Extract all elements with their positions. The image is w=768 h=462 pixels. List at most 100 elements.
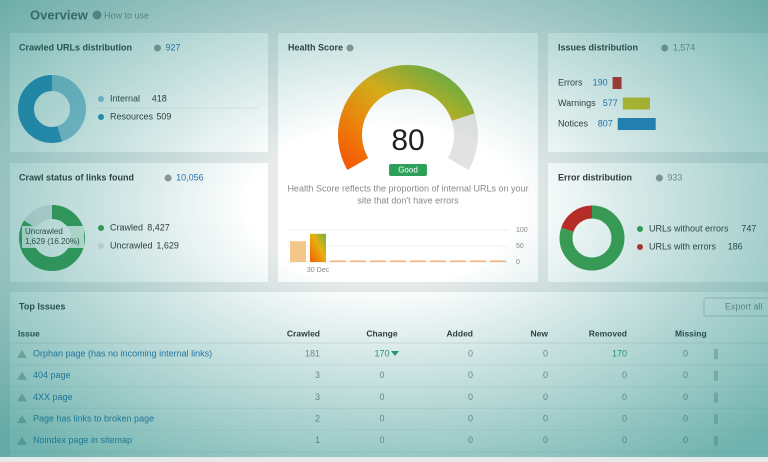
issue-type: Warnings (558, 98, 596, 108)
sparkline-icon (714, 370, 718, 381)
sparkline-icon (714, 435, 718, 446)
table-cell: 404 page (33, 370, 71, 380)
table-cell: 0 (622, 392, 627, 402)
legend-label: Uncrawled (110, 240, 153, 250)
legend-value: 1,629 (156, 240, 179, 250)
health-score: 80 (391, 124, 424, 157)
table-cell: 0 (468, 370, 473, 380)
score-bar (490, 260, 506, 262)
sparkline-icon (714, 392, 718, 403)
table-cell: 0 (468, 435, 473, 445)
health-description: site that don't have errors (357, 195, 459, 205)
table-cell: 0 (622, 370, 627, 380)
help-icon[interactable] (164, 174, 172, 182)
column-header: Removed (589, 328, 627, 338)
score-bar (450, 260, 466, 262)
x-tick-label: 30 Dec (307, 267, 330, 274)
table-cell: 170 (374, 348, 389, 358)
legend-value: 186 (728, 241, 743, 251)
legend-dot (98, 243, 104, 249)
legend-dot (637, 244, 643, 250)
panel-total: 1,574 (673, 42, 696, 52)
table-cell: 0 (543, 370, 548, 380)
sparkline-icon (714, 349, 718, 359)
help-icon[interactable] (661, 44, 669, 52)
score-bar (290, 241, 306, 262)
legend-value: 747 (741, 223, 756, 233)
legend-label: Resources (110, 111, 154, 121)
column-header: Change (366, 328, 397, 338)
table-cell: 3 (315, 370, 320, 380)
health-description: Health Score reflects the proportion of … (287, 183, 528, 193)
table-cell: 0 (543, 348, 548, 358)
panel-title: Issues distribution (558, 42, 638, 52)
table-cell: Orphan page (has no incoming internal li… (33, 348, 212, 358)
legend-dot (98, 96, 104, 102)
panel-title: Crawled URLs distribution (19, 42, 132, 52)
table-cell: 0 (683, 435, 688, 445)
table-cell: 0 (379, 435, 384, 445)
table-cell: 0 (622, 435, 627, 445)
sparkline-icon (714, 414, 718, 425)
table-cell: 181 (305, 348, 320, 358)
table-cell: 0 (683, 348, 688, 358)
table-cell: 0 (683, 370, 688, 380)
panel-title: Health Score (288, 42, 343, 52)
issue-bar (622, 97, 650, 110)
help-icon[interactable] (655, 174, 663, 182)
legend-value: 509 (156, 111, 171, 121)
table-cell: 0 (622, 413, 627, 423)
table-cell: 0 (379, 370, 384, 380)
help-icon[interactable] (92, 10, 102, 20)
y-tick-label: 50 (516, 243, 524, 250)
table-cell: 0 (543, 413, 548, 423)
table-cell: 4XX page (33, 392, 73, 402)
legend-value: 418 (152, 93, 167, 103)
legend-dot (98, 225, 104, 231)
status-text: Good (398, 166, 418, 175)
legend-label: Internal (110, 93, 140, 103)
column-header: Crawled (287, 328, 320, 338)
score-bar (350, 260, 366, 262)
table-cell: 0 (683, 392, 688, 402)
table-cell: 0 (543, 435, 548, 445)
legend-value: 8,427 (147, 222, 170, 232)
table-cell: 1 (315, 435, 320, 445)
column-header: Issue (18, 328, 40, 338)
y-tick-label: 0 (516, 259, 520, 266)
issue-count: 807 (598, 118, 613, 128)
column-header: Added (447, 328, 473, 338)
issue-type: Errors (558, 77, 583, 87)
issue-bar (617, 118, 656, 130)
table-cell: 0 (379, 413, 384, 423)
panel-total: 927 (166, 42, 181, 52)
table-cell: 0 (468, 348, 473, 358)
legend-label: URLs without errors (649, 223, 729, 233)
table-cell: 0 (683, 413, 688, 423)
table-cell: Noindex page in sitemap (33, 435, 132, 445)
legend-label: Crawled (110, 222, 143, 232)
score-bar (430, 260, 446, 262)
table-cell: 170 (612, 348, 627, 358)
issue-type: Notices (558, 118, 589, 128)
panel-total: 933 (667, 172, 682, 182)
table-cell: 0 (468, 392, 473, 402)
legend-dot (637, 226, 643, 232)
legend-dot (98, 114, 104, 120)
help-icon[interactable] (154, 44, 161, 52)
issue-bar (612, 77, 622, 89)
help-link[interactable]: How to use (104, 10, 149, 20)
table-cell: 0 (468, 413, 473, 423)
panel-total: 10,056 (176, 172, 204, 182)
table-title: Top Issues (19, 301, 65, 311)
donut-label: Uncrawled (25, 227, 63, 236)
table-cell: 2 (315, 413, 320, 423)
issue-count: 190 (593, 77, 608, 87)
table-cell: 3 (315, 392, 320, 402)
help-icon[interactable] (346, 44, 354, 52)
panel (10, 292, 768, 457)
column-header: Missing (675, 328, 707, 338)
column-header: New (531, 328, 549, 338)
